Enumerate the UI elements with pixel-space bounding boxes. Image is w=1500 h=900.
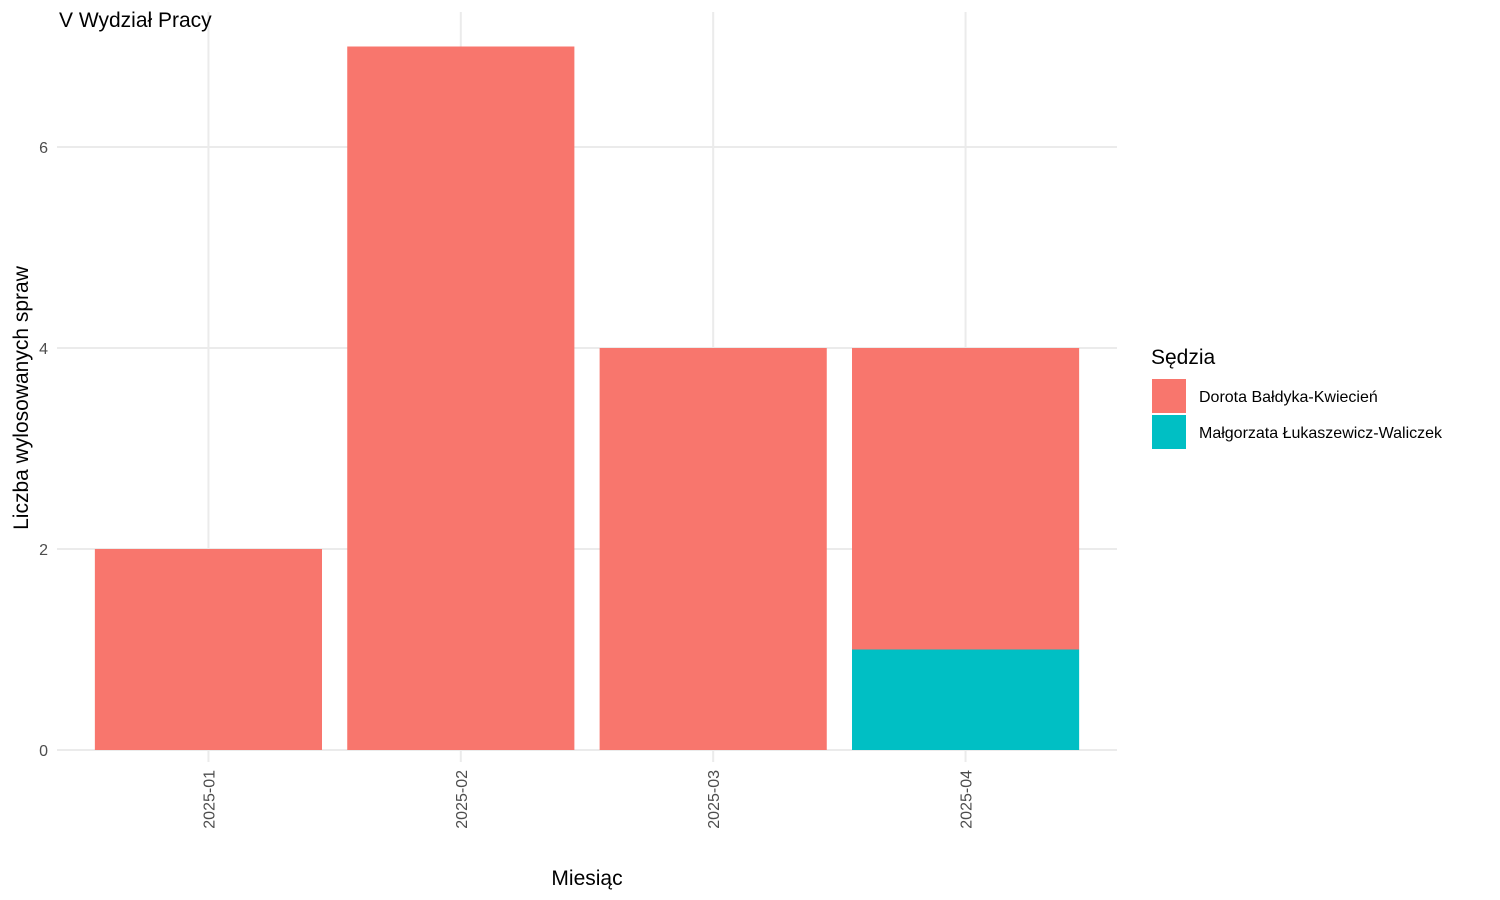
x-tick-label: 2025-01 [201, 770, 218, 829]
y-tick-label: 4 [39, 341, 48, 358]
x-tick-label: 2025-02 [454, 770, 471, 829]
y-tick-label: 2 [39, 542, 48, 559]
bar-segment [852, 649, 1080, 750]
legend-swatch [1152, 379, 1186, 413]
legend-swatch [1152, 415, 1186, 449]
x-tick-label: 2025-04 [959, 770, 976, 829]
y-axis-ticks: 0 2 4 6 [39, 140, 48, 760]
legend-label: Małgorzata Łukaszewicz-Waliczek [1199, 425, 1443, 442]
bar-segment [852, 348, 1080, 650]
y-axis-title: Liczba wylosowanych spraw [10, 265, 33, 530]
legend-title: Sędzia [1151, 346, 1216, 369]
chart-title: V Wydział Pracy [59, 9, 212, 32]
bar-segment [599, 348, 827, 750]
legend: Sędzia Dorota Bałdyka-Kwiecień Małgorzata… [1151, 346, 1443, 449]
x-axis-ticks: 2025-01 2025-02 2025-03 2025-04 [201, 770, 975, 829]
bar-segment [347, 46, 575, 750]
bars [94, 46, 1080, 750]
y-tick-label: 0 [39, 743, 48, 760]
y-tick-label: 6 [39, 140, 48, 157]
legend-label: Dorota Bałdyka-Kwiecień [1199, 389, 1378, 406]
bar-segment [94, 549, 322, 750]
x-tick-label: 2025-03 [706, 770, 723, 829]
x-axis-title: Miesiąc [551, 867, 622, 890]
